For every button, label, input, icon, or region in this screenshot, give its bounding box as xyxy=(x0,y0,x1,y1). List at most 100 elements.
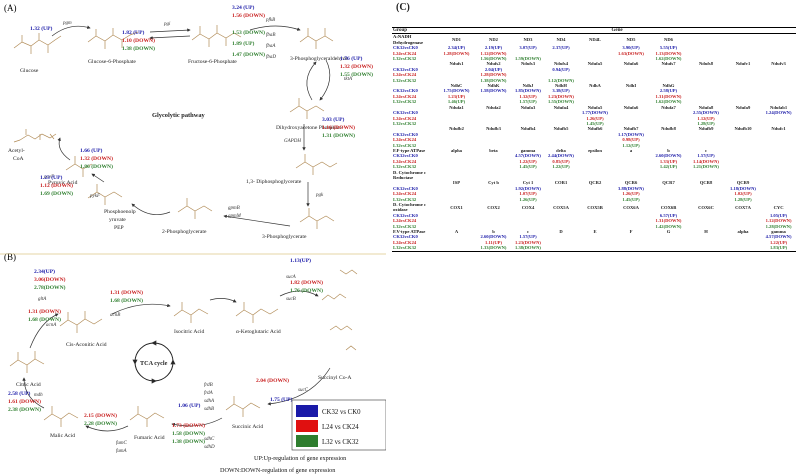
table-cell: 1.33(UP) xyxy=(659,158,678,164)
val-mdh-green: 2.38 (DOWN) xyxy=(8,406,41,413)
arrow-g6p-f6p xyxy=(149,28,191,33)
table-cell xyxy=(544,245,578,252)
gene-glta: gltA xyxy=(38,297,47,302)
val-sdh-green2: 1.38 (DOWN) xyxy=(172,438,205,445)
val-sdh-blue: 1.06 (UP) xyxy=(178,402,201,409)
tca-cycle-arrowheads xyxy=(132,340,176,384)
table-row: CK32vsCK0 4.57(DOWN) 2.44(DOWN) 2.60(DOWN) 1… xyxy=(392,153,796,158)
arrow-citric-cis xyxy=(29,313,59,349)
table-cell: ND5 xyxy=(626,37,636,43)
table-cell: 1.45(UP) xyxy=(622,196,640,202)
table-cell: 3.90(UP) xyxy=(622,45,640,51)
table-group-cell: L24vsCK24 xyxy=(393,239,417,245)
table-group-cell: L24vsCK24 xyxy=(393,115,417,121)
gene-fumc: fumC xyxy=(116,441,128,446)
panel-c-label: (C) xyxy=(396,2,410,13)
malic-label: Malic Acid xyxy=(50,433,75,439)
table-group-cell: F.V-type ATPase xyxy=(393,229,426,235)
isocitric-label: Isocitric Acid xyxy=(174,329,204,335)
gene-frdb: frdB xyxy=(204,383,213,388)
akg-structure-icon xyxy=(235,302,279,323)
table-cell: ND4 xyxy=(556,37,566,43)
table-cell xyxy=(725,34,761,45)
arrow-isocitric-akg xyxy=(209,298,237,303)
table-group-cell: L32vsCK32 xyxy=(393,120,417,126)
table-row: Ndufs1 Ndufs2 Ndufs3 Ndufs4 Ndufa5 Ndufa6 Nduf… xyxy=(392,61,796,66)
tca-labels: Citric Acid Cis-Aconitic Acid Isocitric … xyxy=(16,329,351,441)
gene-pykf: pykF xyxy=(89,194,101,199)
table-cell: b xyxy=(492,229,495,235)
glycolysis-labels: Glucose Glucose-6-Phosphate Fructose-6-P… xyxy=(8,56,349,240)
table-cell: 1.45(UP) xyxy=(586,120,604,126)
table-cell: COX1 xyxy=(450,204,463,210)
table-cell xyxy=(687,170,725,181)
table-cell xyxy=(687,245,725,252)
table-cell: 1.21(DOWN) xyxy=(693,164,719,170)
table-cell: Ndufb4 xyxy=(520,126,536,132)
bpg-label: 1,3- Diphosphoglycerate xyxy=(246,179,302,185)
f6p-structure-icon xyxy=(191,25,242,47)
f6p-label: Fructose-6-Phosphate xyxy=(188,59,237,65)
table-cell xyxy=(438,170,475,181)
val-glt-red: 3.06(DOWN) xyxy=(34,276,66,283)
table-cell: 4.57(DOWN) xyxy=(515,153,541,159)
legend-down-note: DOWN:DOWN-regulation of gene expression xyxy=(220,467,335,474)
pg2-label: 2-Phosphoglycerate xyxy=(162,229,207,235)
table-row: L32vsCK32 1.45(UP) 1.22(UP) 1.42(UP) 1.21(DO… xyxy=(392,164,796,169)
table-cell: 0.85(UP) xyxy=(552,158,570,164)
val-fum-red: 2.15 (DOWN) xyxy=(84,412,117,419)
val-pgi-green: 1.38 (DOWN) xyxy=(122,45,155,52)
table-cell: Ndufa1 xyxy=(449,104,464,110)
tca-values: 2.34(UP) 3.06(DOWN) 2.78(DOWN) 1.31 (DOW… xyxy=(8,257,323,445)
pep-label-line2: yruvate xyxy=(109,217,126,223)
table-cell: QCR9 xyxy=(736,180,750,186)
table-row: NdhC NdhK NdhJ NdhH NdhA NdhI NdhG xyxy=(392,83,796,88)
table-cell: ND1 xyxy=(452,37,461,43)
table-cell: 1.12(DOWN) xyxy=(548,77,574,83)
table-cell: Ndufa6 xyxy=(623,61,639,67)
pep-label-line3: PEP xyxy=(114,225,124,231)
gene-fuma: fumA xyxy=(116,449,128,454)
val-fba-green1: 1.53 (DOWN) xyxy=(232,29,265,36)
table-cell: E xyxy=(593,229,597,235)
table-cell: 1.26(UP) xyxy=(519,196,537,202)
table-cell: 1.12(DOWN) xyxy=(765,218,792,224)
citric-label: Citric Acid xyxy=(16,382,41,388)
table-cell: 2.37(UP) xyxy=(552,45,570,51)
table-cell: 1.28(DOWN) xyxy=(480,72,507,78)
gene-expression-table: Group Gene A:NADH Dehydrogenase ND1 ND2 ND3… xyxy=(392,26,797,252)
table-group-cell: CK32vsCK0 xyxy=(393,131,418,137)
table-cell: NdhI xyxy=(625,83,637,89)
table-group-cell: L24vsCK24 xyxy=(393,72,417,78)
table-cell xyxy=(512,170,544,181)
table-cell: COX2 xyxy=(487,204,500,210)
pep-structure-icon xyxy=(87,184,123,205)
val-ace-green: 1.69 (DOWN) xyxy=(40,190,73,197)
table-group-cell: L32vsCK32 xyxy=(392,245,438,252)
table-cell: 1.22(UP) xyxy=(519,158,537,164)
table-group-cell: CK32vsCK0 xyxy=(393,234,418,240)
table-cell: 1.14(DOWN) xyxy=(693,158,719,164)
table-header-group: Group xyxy=(392,26,438,35)
table-row: L32vsCK32 1.56(DOWN) 1.59(DOWN) 1.62(DOWN) xyxy=(392,56,796,61)
gene-sdha: sdhA xyxy=(204,399,215,404)
table-cell: NdhG xyxy=(662,83,675,89)
table-row: L24vsCK24 1.22(UP) 0.85(UP) 1.33(UP) 1.14(DO… xyxy=(392,159,796,164)
table-cell: Ndufa7 xyxy=(661,104,676,110)
gene-sdhd: sdhD xyxy=(204,445,215,450)
table-cell: Ndufv3 xyxy=(771,61,786,67)
gene-acef: aceF xyxy=(44,175,55,180)
table-cell: Ndufa9 xyxy=(735,104,751,110)
table-cell: COX4 xyxy=(521,204,535,210)
gene-pgk: pgk xyxy=(315,193,324,198)
table-cell: 2.58(UP) xyxy=(659,88,678,94)
table-cell: G xyxy=(666,229,671,235)
val-mdh-blue: 2.58 (UP) xyxy=(8,390,31,397)
table-cell: 1.28(UP) xyxy=(734,196,752,202)
table-cell: Ndufb3 xyxy=(486,126,501,132)
table-group-cell: CK32vsCK0 xyxy=(393,110,418,116)
table-cell: Ndufs3 xyxy=(520,61,536,67)
gene-acna-1: acnA xyxy=(46,323,57,328)
val-suc2-blue: 1.75 (UP) xyxy=(270,396,293,403)
table-cell: 1.59(DOWN) xyxy=(515,56,541,62)
